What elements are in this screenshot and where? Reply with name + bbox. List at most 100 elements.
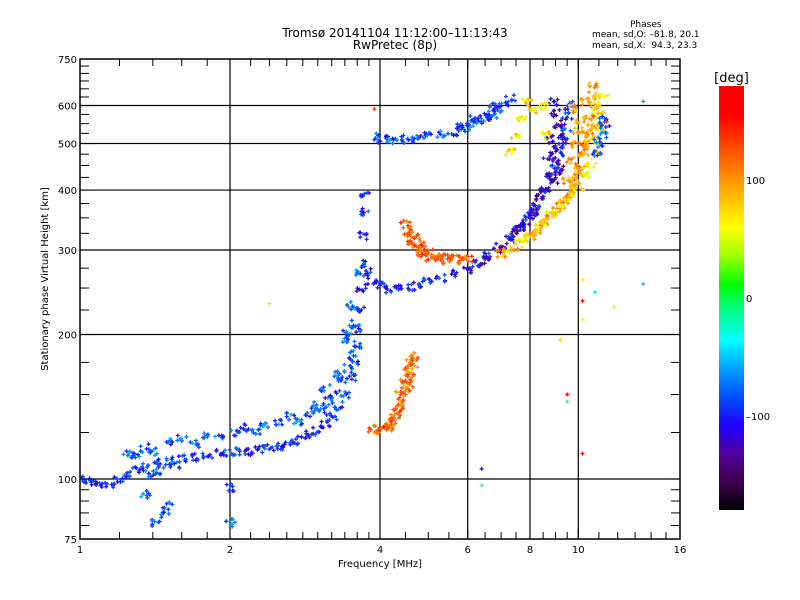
data-point — [594, 115, 599, 120]
data-point — [509, 136, 514, 141]
data-point — [537, 104, 542, 109]
data-point — [427, 277, 432, 282]
data-point — [470, 264, 475, 269]
data-point — [262, 446, 267, 451]
data-point — [468, 114, 473, 119]
data-point — [429, 279, 434, 284]
data-point — [376, 280, 381, 285]
data-point — [533, 106, 538, 111]
data-point — [569, 192, 574, 197]
data-point — [130, 465, 135, 470]
data-point — [226, 488, 231, 493]
data-point — [292, 421, 297, 426]
data-point — [504, 234, 509, 239]
data-point — [596, 100, 601, 105]
data-point — [389, 416, 394, 421]
data-point — [595, 145, 600, 150]
data-point — [312, 408, 317, 413]
data-point — [454, 132, 459, 137]
data-point — [540, 194, 545, 199]
data-point — [176, 454, 181, 459]
data-point — [571, 110, 576, 115]
data-point — [409, 234, 414, 239]
data-point — [573, 161, 578, 166]
data-point — [445, 257, 450, 262]
data-point — [600, 144, 605, 149]
data-point — [521, 222, 526, 227]
data-point — [337, 388, 342, 393]
data-point — [256, 427, 261, 432]
data-point — [161, 465, 166, 470]
data-point — [566, 197, 571, 202]
data-point — [604, 130, 609, 135]
data-point — [418, 133, 423, 138]
data-point — [371, 281, 376, 286]
data-point — [385, 134, 390, 139]
data-point — [582, 147, 587, 152]
data-point — [509, 249, 514, 254]
data-point — [596, 135, 601, 140]
data-point — [210, 455, 215, 460]
data-point — [561, 164, 566, 169]
data-point — [158, 471, 163, 476]
data-point — [575, 178, 580, 183]
data-point — [350, 359, 355, 364]
data-point — [224, 453, 229, 458]
data-point — [572, 166, 577, 171]
data-point — [168, 442, 173, 447]
data-point — [144, 489, 149, 494]
data-point — [545, 216, 550, 221]
data-point — [596, 111, 601, 116]
data-point — [398, 283, 403, 288]
data-point — [244, 447, 249, 452]
data-point — [251, 430, 256, 435]
data-point — [273, 418, 278, 423]
data-point — [597, 120, 602, 125]
data-point — [558, 123, 563, 128]
data-point — [536, 192, 541, 197]
data-point — [584, 131, 589, 136]
data-point — [441, 261, 446, 266]
data-point — [327, 383, 332, 388]
data-point — [262, 421, 267, 426]
data-point — [311, 399, 316, 404]
data-point — [289, 412, 294, 417]
data-point — [374, 278, 379, 283]
data-point — [546, 130, 551, 135]
data-point — [478, 113, 483, 118]
data-point — [231, 489, 236, 494]
data-point — [566, 110, 571, 115]
data-point — [299, 435, 304, 440]
data-point — [388, 419, 393, 424]
data-point — [542, 222, 547, 227]
data-point — [334, 417, 339, 422]
data-point — [154, 467, 159, 472]
data-point — [539, 106, 544, 111]
data-point — [457, 253, 462, 258]
data-point — [541, 188, 546, 193]
data-point — [234, 445, 239, 450]
data-point — [194, 458, 199, 463]
data-point — [465, 121, 470, 126]
data-point — [512, 147, 517, 152]
data-point — [564, 141, 569, 146]
data-point — [568, 128, 573, 133]
data-point — [456, 129, 461, 134]
data-point — [430, 247, 435, 252]
data-point — [347, 355, 352, 360]
data-point — [407, 232, 412, 237]
data-point — [349, 365, 354, 370]
data-point — [392, 413, 397, 418]
data-point — [257, 444, 262, 449]
data-point — [278, 417, 283, 422]
data-point — [346, 305, 351, 310]
data-point — [410, 245, 415, 250]
data-point — [572, 177, 577, 182]
data-point — [283, 440, 288, 445]
data-point — [238, 425, 243, 430]
data-point — [590, 135, 595, 140]
data-point — [536, 224, 541, 229]
data-point — [223, 448, 228, 453]
data-point — [591, 122, 596, 127]
data-point — [350, 304, 355, 309]
